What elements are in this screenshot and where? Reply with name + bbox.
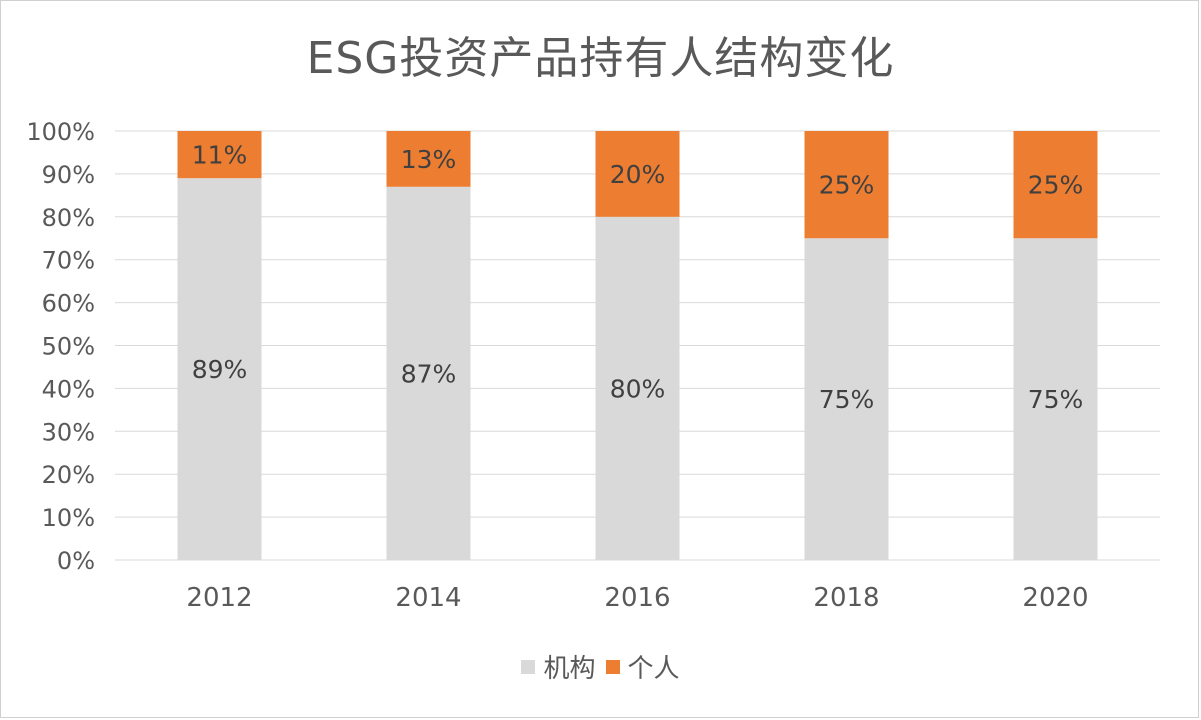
data-label: 75% [1028, 385, 1084, 414]
y-tick-label: 60% [42, 290, 95, 318]
data-label: 80% [610, 374, 666, 403]
bar-institution [386, 186, 471, 560]
bar-individual [595, 131, 680, 217]
data-label: 89% [192, 355, 248, 384]
chart-legend: 机构 个人 [0, 648, 1201, 685]
chart-title: ESG投资产品持有人结构变化 [306, 33, 895, 84]
legend-label-institution: 机构 [543, 654, 596, 684]
y-tick-label: 100% [26, 118, 95, 146]
legend-item-individual: 个人 [605, 648, 680, 685]
data-label: 75% [819, 385, 875, 414]
bar-individual [1013, 131, 1098, 239]
data-label: 13% [401, 145, 457, 174]
bar-institution [595, 216, 680, 561]
y-tick-label: 0% [57, 547, 95, 575]
legend-swatch-institution [521, 659, 536, 674]
y-tick-label: 70% [42, 247, 95, 275]
y-tick-label: 30% [42, 418, 95, 446]
x-tick-label: 2012 [186, 583, 252, 613]
data-label: 87% [401, 359, 457, 388]
y-tick-label: 10% [42, 504, 95, 532]
bar-institution [177, 178, 262, 560]
bar-individual [804, 131, 889, 239]
legend-swatch-individual [605, 659, 620, 674]
x-tick-label: 2020 [1022, 583, 1088, 613]
legend-item-institution: 机构 [521, 648, 596, 685]
y-tick-label: 50% [42, 333, 95, 361]
y-tick-label: 40% [42, 375, 95, 403]
data-label: 20% [610, 160, 666, 189]
y-tick-label: 80% [42, 204, 95, 232]
data-label: 11% [192, 141, 248, 170]
data-label: 25% [1028, 171, 1084, 200]
bar-individual [386, 131, 471, 187]
legend-label-individual: 个人 [627, 654, 680, 684]
y-tick-label: 20% [42, 461, 95, 489]
bar-institution [804, 238, 889, 560]
bar-institution [1013, 238, 1098, 560]
y-tick-label: 90% [42, 161, 95, 189]
bar-individual [177, 131, 262, 179]
data-label: 25% [819, 171, 875, 200]
x-tick-label: 2014 [395, 583, 461, 613]
x-tick-label: 2016 [604, 583, 670, 613]
x-tick-label: 2018 [813, 583, 879, 613]
